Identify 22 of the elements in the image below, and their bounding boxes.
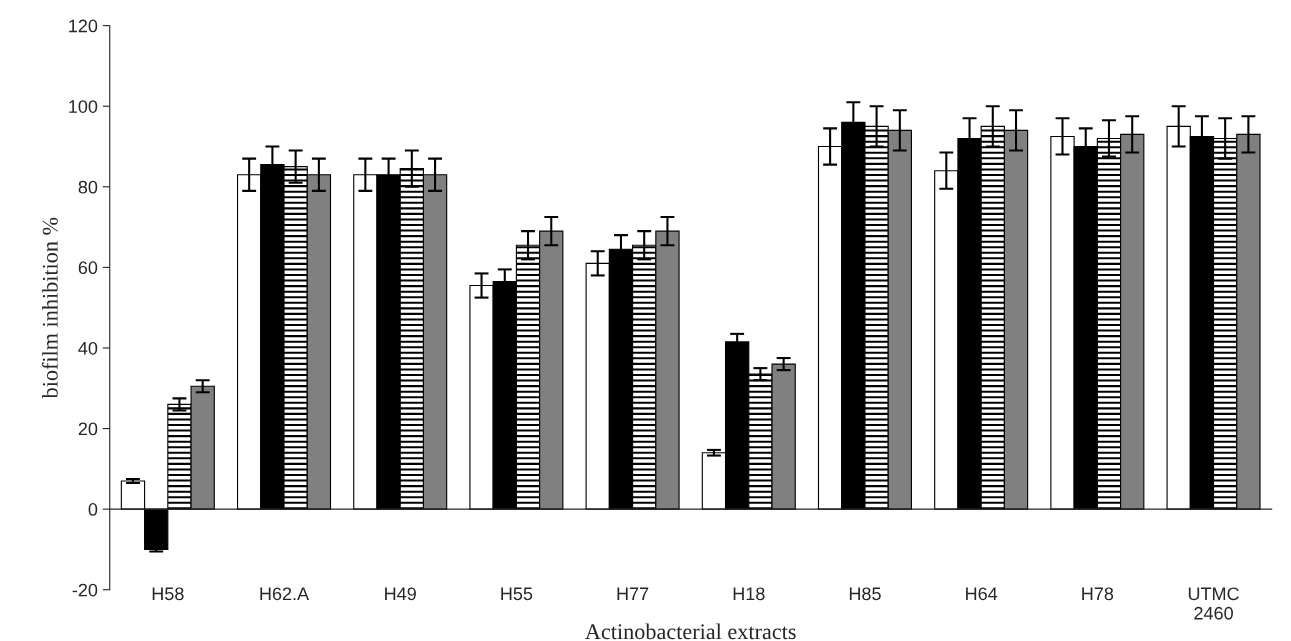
y-tick-label: 100	[69, 100, 98, 113]
x-tick-label: H78	[1082, 587, 1114, 601]
x-tick-label: H18	[733, 587, 765, 601]
y-tick-label: 60	[78, 261, 98, 275]
y-tick-label: 20	[78, 422, 98, 436]
y-axis-title: biofilm inhibition %	[41, 217, 58, 399]
bar	[144, 508, 169, 550]
x-tick-label: H62.A	[260, 587, 310, 601]
x-tick-label: H55	[501, 587, 533, 601]
x-tick-label: UTMC 2460	[1188, 587, 1239, 620]
y-tick-label: 40	[78, 341, 98, 355]
x-axis-title: Actinobacterial extracts	[585, 623, 796, 640]
y-tick-label: 120	[69, 19, 98, 33]
y-tick-label: -20	[72, 583, 98, 597]
x-tick-label: H77	[617, 587, 649, 600]
y-tick-label: 80	[78, 180, 98, 194]
x-tick-label: H49	[385, 587, 416, 601]
x-tick-label: H64	[966, 587, 998, 601]
y-tick-label: 0	[88, 503, 98, 516]
x-tick-label: H85	[849, 587, 881, 601]
x-tick-label: H58	[152, 587, 184, 601]
bar	[120, 480, 146, 510]
